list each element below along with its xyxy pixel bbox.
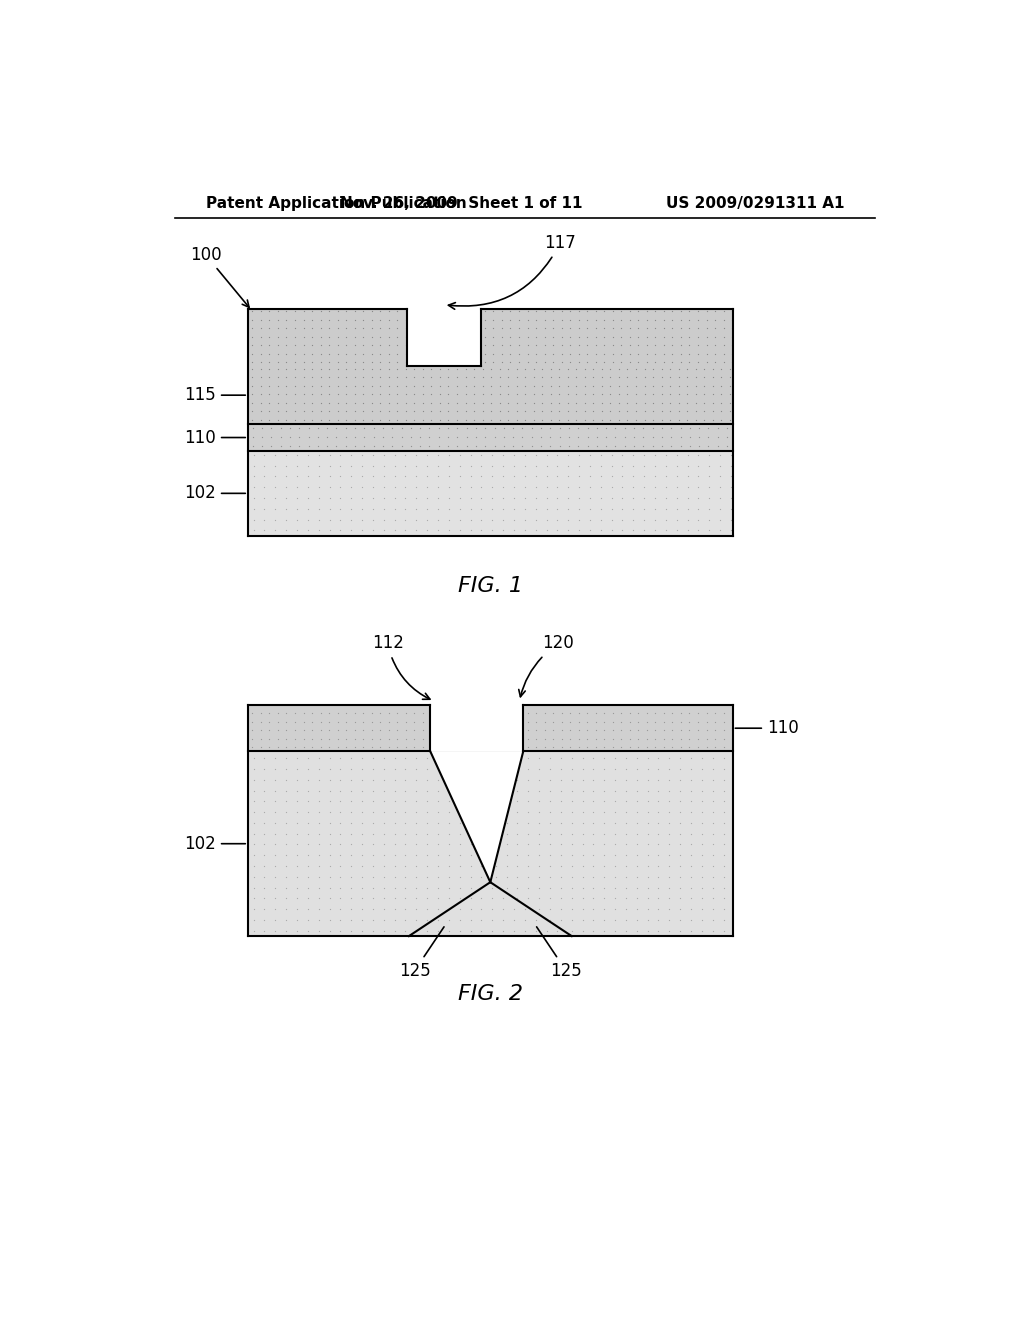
Polygon shape bbox=[490, 751, 732, 936]
Text: 100: 100 bbox=[189, 246, 249, 308]
Polygon shape bbox=[430, 751, 523, 882]
Text: Patent Application Publication: Patent Application Publication bbox=[206, 195, 466, 211]
Text: 102: 102 bbox=[184, 834, 246, 853]
Polygon shape bbox=[248, 751, 490, 936]
Bar bbox=[248, 451, 732, 536]
Text: US 2009/0291311 A1: US 2009/0291311 A1 bbox=[666, 195, 844, 211]
Text: FIG. 2: FIG. 2 bbox=[458, 983, 523, 1003]
Bar bbox=[248, 424, 732, 451]
Text: 110: 110 bbox=[184, 429, 246, 446]
Text: 115: 115 bbox=[184, 387, 246, 404]
Bar bbox=[248, 367, 732, 424]
Text: 117: 117 bbox=[449, 234, 575, 309]
Text: 125: 125 bbox=[398, 927, 444, 979]
Bar bbox=[480, 309, 732, 367]
Bar bbox=[248, 705, 430, 751]
Text: 125: 125 bbox=[537, 927, 582, 979]
Bar bbox=[248, 309, 407, 367]
Text: 110: 110 bbox=[735, 719, 799, 737]
Text: FIG. 1: FIG. 1 bbox=[458, 576, 523, 595]
Text: 120: 120 bbox=[519, 635, 574, 697]
Bar bbox=[248, 751, 732, 936]
Text: Nov. 26, 2009  Sheet 1 of 11: Nov. 26, 2009 Sheet 1 of 11 bbox=[340, 195, 583, 211]
Bar bbox=[523, 705, 732, 751]
Text: 102: 102 bbox=[184, 484, 246, 503]
Text: 112: 112 bbox=[372, 635, 430, 700]
